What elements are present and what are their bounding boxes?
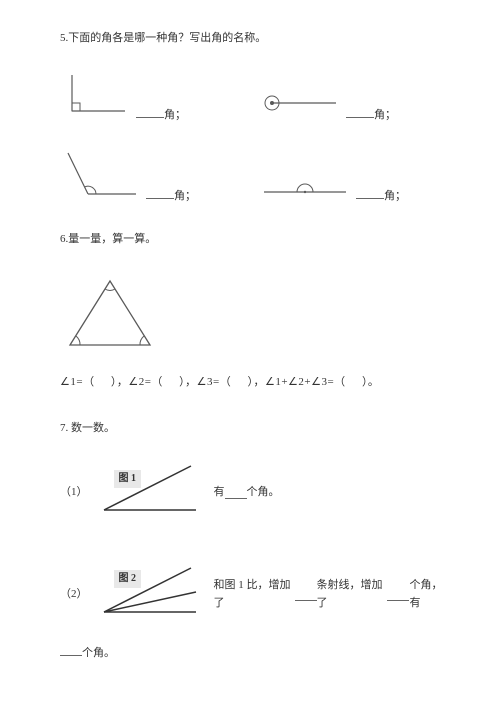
q7-item1: （1） 图 1 有 个角。 xyxy=(60,462,450,524)
q7-item2-text-c: 个角，有 xyxy=(409,577,450,612)
q6-fill-line: ∠1=（ ），∠2=（ ），∠3=（ ），∠1+∠2+∠3=（ ）。 xyxy=(60,374,450,392)
q7-item2-prefix: （2） xyxy=(60,586,88,604)
q5-fig-right-angle xyxy=(60,73,130,125)
q7-title: 7. 数一数。 xyxy=(60,420,450,438)
page: 5.下面的角各是哪一种角？写出角的名称。 角； 角； xyxy=(0,0,500,683)
q7-fig2-label: 图 2 xyxy=(114,570,142,588)
q7-fig1: 图 1 xyxy=(96,462,206,524)
q5-title: 5.下面的角各是哪一种角？写出角的名称。 xyxy=(60,30,450,48)
q7-fig2: 图 2 xyxy=(96,564,206,626)
q5-fig-full-angle xyxy=(260,88,340,125)
q7-item1-prefix: （1） xyxy=(60,484,88,502)
q6-triangle xyxy=(60,273,450,360)
q6-title: 6.量一量，算一算。 xyxy=(60,231,450,249)
q5-c-suffix: 角； xyxy=(174,190,196,202)
q5-d-suffix: 角； xyxy=(384,190,406,202)
q7-item1-text-b: 个角。 xyxy=(247,484,280,502)
q5-b-suffix: 角； xyxy=(374,109,396,121)
q5-a-suffix: 角； xyxy=(164,109,186,121)
q7-item2-text-b: 条射线，增加了 xyxy=(317,577,388,612)
q5-fig-straight-angle xyxy=(260,174,350,206)
q7-item2: （2） 图 2 和图 1 比，增加了条射线，增加了个角，有 xyxy=(60,564,450,626)
q7-fig1-label: 图 1 xyxy=(114,470,142,488)
q7-item2-tail: 个角。 xyxy=(60,643,450,663)
q5-row2: 角； 角； xyxy=(60,149,450,206)
q7-item2-text-a: 和图 1 比，增加了 xyxy=(214,577,295,612)
q5-fig-obtuse-angle xyxy=(60,149,140,206)
q7-item1-text-a: 有 xyxy=(214,484,225,502)
q5-row1: 角； 角； xyxy=(60,73,450,125)
